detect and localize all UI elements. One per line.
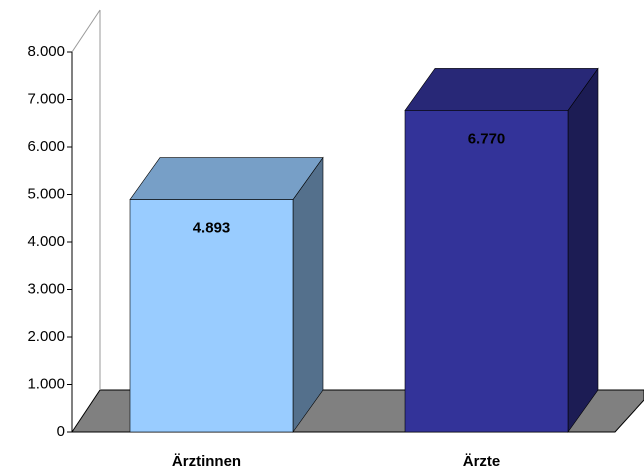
y-tick-label: 4.000 xyxy=(27,233,65,250)
x-tick-label: Ärzte xyxy=(463,453,501,470)
y-tick-label: 8.000 xyxy=(27,43,65,60)
bar-side xyxy=(567,67,599,433)
y-tick-label: 3.000 xyxy=(27,280,65,297)
y-tick-label: 7.000 xyxy=(27,90,65,107)
bar-top xyxy=(404,68,599,111)
bar-top xyxy=(129,157,324,200)
value-label: 6.770 xyxy=(468,130,506,147)
y-tick-label: 0 xyxy=(57,423,65,440)
y-tick-label: 2.000 xyxy=(27,328,65,345)
bar xyxy=(129,199,294,433)
value-label: 4.893 xyxy=(193,220,231,237)
x-tick-label: Ärztinnen xyxy=(172,453,241,470)
y-tick-label: 5.000 xyxy=(27,185,65,202)
bar xyxy=(404,110,569,433)
y-tick-label: 1.000 xyxy=(27,375,65,392)
y-tick-label: 6.000 xyxy=(27,138,65,155)
side-wall-edge xyxy=(71,9,101,53)
bar-side xyxy=(292,156,324,433)
